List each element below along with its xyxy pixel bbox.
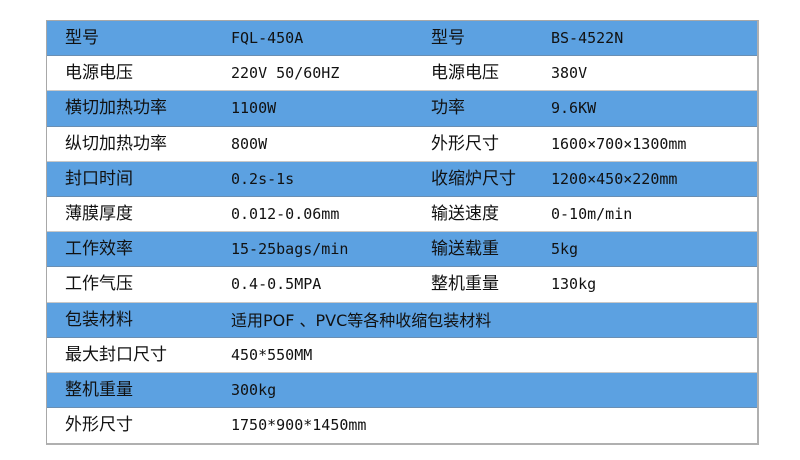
spec-label-2: 整机重量 — [431, 274, 499, 295]
spec-label-2: 输送速度 — [431, 203, 499, 224]
spec-label: 包装材料 — [65, 309, 133, 330]
spec-value-2: 1600×700×1300mm — [551, 134, 687, 153]
table-row: 横切加热功率 1100W 功率 9.6KW — [47, 91, 757, 127]
spec-value: 1750*900*1450mm — [231, 416, 367, 435]
spec-value: 0.4-0.5MPA — [231, 275, 322, 294]
spec-label-2: 外形尺寸 — [431, 133, 499, 154]
spec-label: 外形尺寸 — [65, 415, 133, 436]
spec-label: 整机重量 — [65, 379, 133, 400]
table-row: 最大封口尺寸 450*550MM — [47, 338, 757, 373]
spec-label-2: 功率 — [431, 98, 465, 119]
spec-label: 横切加热功率 — [65, 98, 167, 119]
table-row: 工作气压 0.4-0.5MPA 整机重量 130kg — [47, 267, 757, 303]
table-row: 电源电压 220V 50/60HZ 电源电压 380V — [47, 56, 757, 92]
spec-value: 800W — [231, 134, 268, 153]
spec-value: 15-25bags/min — [231, 240, 349, 259]
spec-value-2: 130kg — [551, 275, 597, 294]
spec-table: 型号 FQL-450A 型号 BS-4522N 电源电压 220V 50/60HZ 电源电压… — [46, 20, 759, 446]
spec-value: 450*550MM — [231, 345, 313, 364]
spec-value-2: 9.6KW — [551, 99, 597, 118]
spec-label-2: 型号 — [431, 28, 465, 48]
spec-label: 电源电压 — [65, 63, 133, 84]
spec-value-2: 0-10m/min — [551, 204, 633, 223]
spec-label-2: 收缩炉尺寸 — [431, 168, 516, 189]
spec-value-2: 1200×450×220mm — [551, 169, 678, 188]
spec-value: 1100W — [231, 99, 277, 118]
table-row: 纵切加热功率 800W 外形尺寸 1600×700×1300mm — [47, 127, 757, 162]
spec-value: 300kg — [231, 380, 277, 399]
spec-label: 纵切加热功率 — [65, 133, 167, 154]
spec-value-2: 380V — [551, 64, 588, 83]
table-row: 整机重量 300kg — [47, 372, 757, 409]
table-row: 外形尺寸 1750*900*1450mm — [47, 408, 757, 443]
spec-label: 薄膜厚度 — [65, 203, 133, 224]
table-row: 薄膜厚度 0.012-0.06mm 输送速度 0-10m/min — [47, 197, 757, 233]
spec-value: 220V 50/60HZ — [231, 64, 340, 83]
spec-label: 封口时间 — [65, 168, 133, 189]
table-row: 包装材料 适用POF 、PVC等各种收缩包装材料 — [47, 302, 757, 338]
spec-label-2: 输送载重 — [431, 239, 499, 260]
spec-label-2: 电源电压 — [431, 63, 499, 84]
spec-value: 0.2s-1s — [231, 169, 295, 188]
spec-label: 工作气压 — [65, 274, 133, 295]
spec-value-2: BS-4522N — [551, 29, 624, 47]
spec-value: FQL-450A — [231, 29, 304, 47]
spec-label: 型号 — [65, 28, 99, 48]
spec-value-2: 5kg — [551, 240, 579, 259]
table-row: 封口时间 0.2s-1s 收缩炉尺寸 1200×450×220mm — [47, 161, 757, 197]
spec-value: 0.012-0.06mm — [231, 204, 340, 223]
spec-label: 工作效率 — [65, 239, 133, 260]
spec-label: 最大封口尺寸 — [65, 344, 167, 365]
spec-value: 适用POF 、PVC等各种收缩包装材料 — [231, 310, 492, 330]
table-row: 型号 FQL-450A 型号 BS-4522N — [47, 21, 757, 57]
table-row: 工作效率 15-25bags/min 输送载重 5kg — [47, 232, 757, 268]
